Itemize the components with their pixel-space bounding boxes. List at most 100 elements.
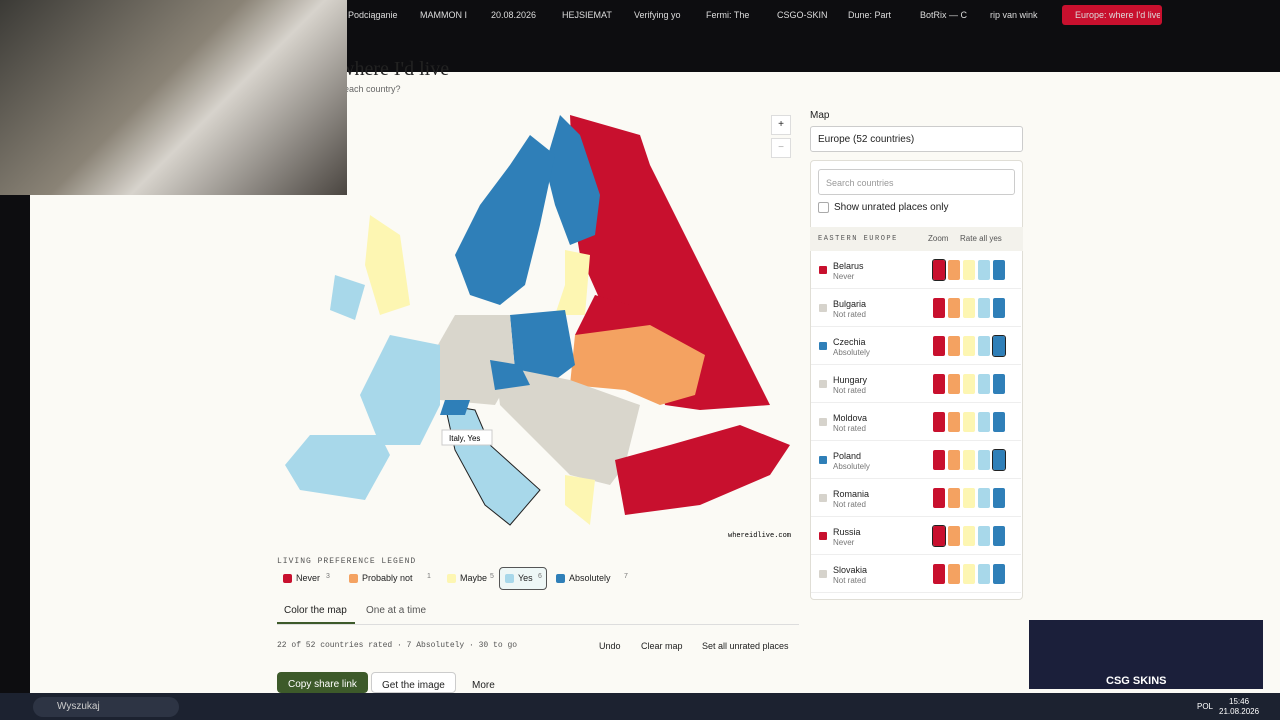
legend-label[interactable]: Probably not [362,573,413,583]
baltics[interactable] [555,250,590,315]
tab[interactable]: BotRix — C [920,10,968,20]
legend-swatch[interactable] [556,574,565,583]
button[interactable]: More [472,680,495,691]
rate-button[interactable] [948,336,960,356]
search-input[interactable]: Search countries [818,169,1015,195]
rate-button[interactable] [948,450,960,470]
country-name[interactable]: Moldova [833,413,868,423]
rate-button[interactable] [993,374,1005,394]
country-name[interactable]: Belarus [833,261,864,271]
rate-button[interactable] [933,298,945,318]
rate-button[interactable] [933,450,945,470]
legend-label[interactable]: Yes [518,573,533,583]
tab[interactable]: Dune: Part [848,10,892,20]
rate-button[interactable] [948,526,960,546]
rate-button[interactable] [978,260,990,280]
legend-label[interactable]: Maybe [460,573,488,583]
rate-button[interactable] [948,298,960,318]
rate-button[interactable] [978,450,990,470]
taskbar-search[interactable]: Wyszukaj [33,697,179,717]
legend-label[interactable]: Absolutely [569,573,611,583]
rate-button[interactable] [948,564,960,584]
tab[interactable]: rip van wink [990,10,1038,20]
tab[interactable]: CSGO-SKIN [777,10,828,20]
czechia[interactable] [490,360,530,390]
legend-label[interactable]: Never [296,573,321,583]
rate-button[interactable] [993,488,1005,508]
rate-button[interactable] [963,336,975,356]
rate-button[interactable] [963,374,975,394]
rate-button[interactable] [932,525,946,547]
tab[interactable]: MAMMON I [420,10,467,20]
rate-button[interactable] [978,564,990,584]
rate-button[interactable] [978,412,990,432]
country-name[interactable]: Russia [833,527,861,537]
turkey[interactable] [615,425,790,515]
map-select[interactable]: Europe (52 countries) [810,126,1023,152]
balkans[interactable] [495,365,640,485]
mode-tab[interactable]: One at a time [366,605,427,616]
country-name[interactable]: Czechia [833,337,866,347]
rate-button[interactable] [993,260,1005,280]
rate-button[interactable] [978,488,990,508]
ukraine[interactable] [570,325,705,405]
rate-button[interactable] [948,488,960,508]
checkbox[interactable] [818,202,829,213]
rate-button[interactable] [933,564,945,584]
switzerland[interactable] [440,400,470,415]
rate-button[interactable] [993,412,1005,432]
rate-button[interactable] [993,298,1005,318]
ireland[interactable] [330,275,365,320]
rate-button[interactable] [993,526,1005,546]
rate-button[interactable] [963,564,975,584]
greece[interactable] [565,475,595,525]
action[interactable]: Clear map [641,641,683,651]
legend-swatch[interactable] [283,574,292,583]
rate-button[interactable] [963,412,975,432]
rate-button[interactable] [933,374,945,394]
rate-button[interactable] [948,412,960,432]
rate-button[interactable] [963,450,975,470]
rate-button[interactable] [992,449,1006,471]
legend-swatch[interactable] [447,574,456,583]
ad-banner[interactable] [1029,620,1263,689]
rate-button[interactable] [933,336,945,356]
active-tab[interactable] [1062,5,1162,25]
rate-button[interactable] [932,259,946,281]
zoom-in[interactable]: + [771,115,791,135]
zoom-out[interactable]: − [771,138,791,158]
rate-button[interactable] [978,298,990,318]
rate-button[interactable] [978,374,990,394]
tab[interactable]: Fermi: The [706,10,750,20]
iberia[interactable] [285,435,390,500]
rate-button[interactable] [933,488,945,508]
rate-button[interactable] [993,564,1005,584]
tab[interactable]: Podciąganie [348,10,398,20]
action[interactable]: Undo [599,641,621,651]
rate-button[interactable] [963,298,975,318]
mode-tab[interactable]: Color the map [284,605,347,616]
tab[interactable]: 20.08.2026 [491,10,537,20]
legend-swatch[interactable] [349,574,358,583]
rate-button[interactable] [992,335,1006,357]
rate-button[interactable] [963,260,975,280]
button[interactable]: Copy share link [277,672,368,693]
button[interactable]: Get the image [371,672,456,693]
rate-button[interactable] [948,374,960,394]
poland[interactable] [510,310,575,380]
country-name[interactable]: Poland [833,451,862,461]
rate-button[interactable] [978,336,990,356]
tab[interactable]: HEJSIEMAT [562,10,612,20]
rate-button[interactable] [963,526,975,546]
country-name[interactable]: Hungary [833,375,868,385]
rate-button[interactable] [933,412,945,432]
rate-button[interactable] [978,526,990,546]
uk[interactable] [365,215,410,315]
rate-all[interactable]: Rate all yes [960,234,1002,243]
legend-swatch[interactable] [505,574,514,583]
tab[interactable]: Verifying yo [634,10,681,20]
country-name[interactable]: Romania [833,489,870,499]
rate-button[interactable] [948,260,960,280]
france[interactable] [360,335,440,445]
rate-button[interactable] [963,488,975,508]
